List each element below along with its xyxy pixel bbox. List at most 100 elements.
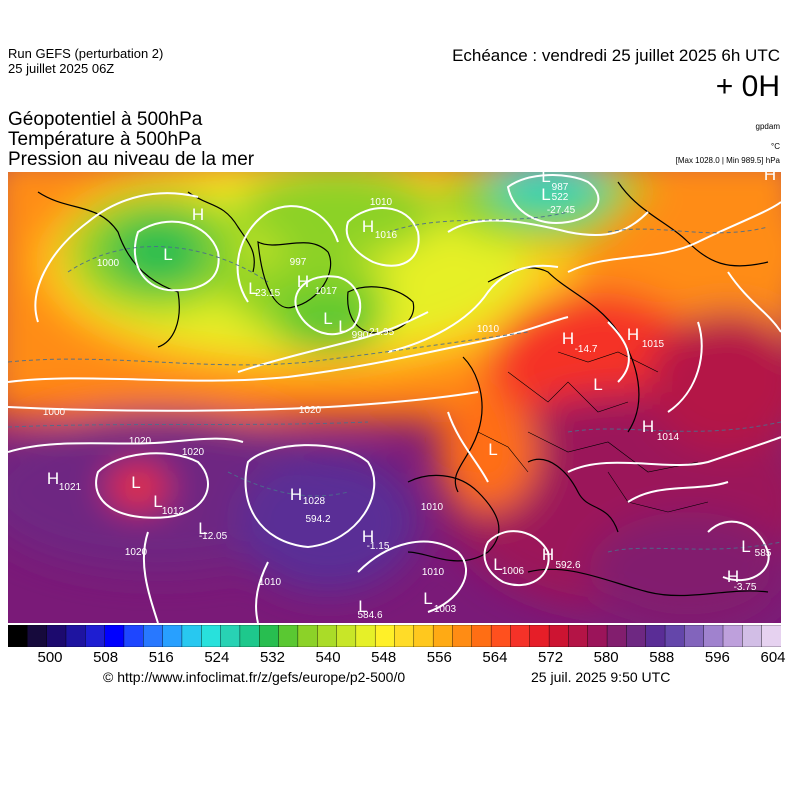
colorbar-cell: [722, 625, 744, 647]
coastlines: [37, 181, 769, 597]
colorbar-cell: [471, 625, 492, 647]
lead-time: + 0H: [715, 70, 780, 103]
high-pressure-marker: H: [627, 325, 639, 344]
colorbar-cell: [413, 625, 434, 647]
colorbar-cell: [239, 625, 261, 647]
contour-value-label: 1010: [259, 577, 282, 588]
high-pressure-marker: H: [362, 527, 374, 546]
unit-pressure-range: [Max 1028.0 | Min 989.5] hPa: [675, 156, 780, 165]
contour-value-label: 1010: [422, 567, 445, 578]
forecast-valid-time: Echéance : vendredi 25 juillet 2025 6h U…: [452, 46, 780, 65]
colorbar-tick-label: 516: [148, 649, 174, 666]
colorbar-cell: [297, 625, 319, 647]
colorbar-tick-label: 556: [426, 649, 452, 666]
colorbar-cell: [529, 625, 550, 647]
contour-value-label: 1028: [303, 496, 326, 507]
contour-value-label: -12.05: [199, 531, 228, 542]
colorbar-cell: [65, 625, 87, 647]
colorbar-cell: [355, 625, 376, 647]
colorbar-cell: [27, 625, 48, 647]
colorbar-tick-label: 548: [371, 649, 397, 666]
low-pressure-marker: L: [358, 597, 367, 616]
contour-value-label: 1010: [421, 502, 444, 513]
colorbar-cell: [548, 625, 570, 647]
pressure-isobars: [8, 174, 781, 623]
high-pressure-marker: H: [297, 272, 309, 291]
unit-temperature: °C: [771, 142, 780, 151]
contour-value-label: 1010: [370, 197, 393, 208]
colorbar-cell: [761, 625, 781, 647]
contour-value-label: 1014: [657, 432, 680, 443]
colorbar-cell: [742, 625, 763, 647]
colorbar: [8, 625, 781, 647]
contour-value-label: -27.45: [547, 205, 576, 216]
colorbar-cell: [490, 625, 512, 647]
contour-value-label: 1000: [97, 258, 120, 269]
contour-value-label: -23.15: [252, 288, 281, 299]
colorbar-cell: [143, 625, 164, 647]
credit-url: © http://www.infoclimat.fr/z/gefs/europe…: [103, 669, 406, 685]
contour-value-label: 1015: [642, 339, 665, 350]
low-pressure-marker: L: [493, 555, 502, 574]
colorbar-cell: [374, 625, 396, 647]
contour-value-label: 997: [290, 257, 307, 268]
colorbar-tick-label: 500: [37, 649, 63, 666]
low-pressure-marker: L: [131, 473, 140, 492]
colorbar-tick-label: 604: [760, 649, 786, 666]
contour-value-label: 592.6: [555, 560, 580, 571]
low-pressure-marker: L: [593, 375, 602, 394]
colorbar-cell: [510, 625, 531, 647]
colorbar-tick-label: 572: [538, 649, 564, 666]
contour-value-label: 987: [552, 182, 569, 193]
colorbar-cell: [220, 625, 241, 647]
temperature-isotherms: [8, 211, 781, 553]
unit-geopotential: gpdam: [755, 122, 780, 131]
contour-value-label: 1010: [477, 324, 500, 335]
colorbar-cell: [432, 625, 454, 647]
variable-pressure: Pression au niveau de la mer: [8, 149, 255, 170]
high-pressure-marker: H: [290, 485, 302, 504]
colorbar-cell: [317, 625, 338, 647]
geopotential-field: [8, 172, 781, 623]
low-pressure-marker: L: [741, 537, 750, 556]
colorbar-tick-label: 564: [482, 649, 508, 666]
contour-value-label: 1000: [43, 407, 66, 418]
contour-value-label: 1016: [375, 230, 398, 241]
contour-value-label: 522: [552, 192, 569, 203]
contour-value-label: 585: [755, 548, 772, 559]
colorbar-cell: [394, 625, 415, 647]
contour-value-label: 1020: [129, 436, 152, 447]
high-pressure-marker: H: [764, 172, 776, 184]
colorbar-cell: [684, 625, 705, 647]
contour-value-label: 584.6: [357, 610, 382, 621]
colorbar-cell: [259, 625, 280, 647]
contour-value-label: -1.15: [367, 541, 390, 552]
colorbar-cell: [626, 625, 647, 647]
colorbar-ticks: 500 508 516 524 532 540 548 556 564 572 580 588 596 6…: [8, 649, 785, 669]
colorbar-cell: [606, 625, 628, 647]
high-pressure-marker: H: [562, 329, 574, 348]
high-pressure-marker: H: [542, 545, 554, 564]
colorbar-cell: [664, 625, 686, 647]
borders: [477, 351, 709, 513]
high-pressure-marker: H: [47, 469, 59, 488]
contour-value-label: 1012: [162, 506, 185, 517]
colorbar-tick-label: 540: [315, 649, 341, 666]
colorbar-cell: [162, 625, 183, 647]
colorbar-cell: [85, 625, 106, 647]
contour-value-label: 1020: [125, 547, 148, 558]
colorbar-tick-label: 532: [259, 649, 285, 666]
low-pressure-marker: L: [153, 492, 162, 511]
run-title: Run GEFS (perturbation 2): [8, 46, 164, 61]
colorbar-cell: [703, 625, 724, 647]
colorbar-cell: [336, 625, 357, 647]
generation-timestamp: 25 juil. 2025 9:50 UTC: [531, 669, 671, 685]
colorbar-cell: [587, 625, 608, 647]
colorbar-cell: [123, 625, 145, 647]
high-pressure-marker: H: [192, 205, 204, 224]
colorbar-tick-label: 508: [93, 649, 119, 666]
colorbar-cell: [104, 625, 125, 647]
high-pressure-marker: H: [362, 217, 374, 236]
